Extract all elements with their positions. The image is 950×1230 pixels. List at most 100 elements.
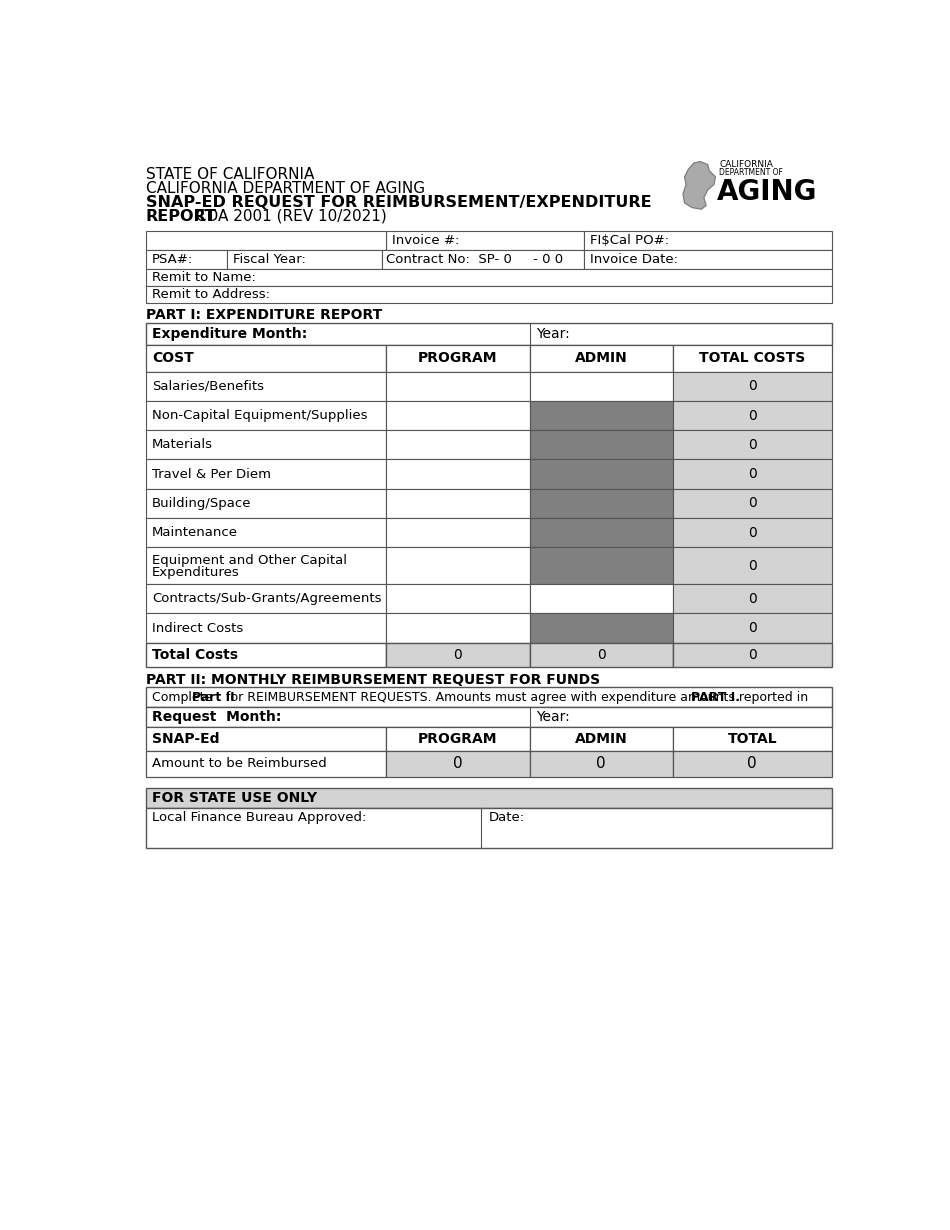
- Text: ADMIN: ADMIN: [575, 732, 628, 745]
- Bar: [146, 518, 386, 547]
- Bar: [146, 269, 832, 287]
- Bar: [146, 614, 386, 643]
- Text: PART II: MONTHLY REIMBURSEMENT REQUEST FOR FUNDS: PART II: MONTHLY REIMBURSEMENT REQUEST F…: [146, 673, 600, 686]
- Bar: [673, 371, 832, 401]
- Bar: [146, 231, 386, 250]
- Bar: [146, 460, 386, 488]
- Text: Materials: Materials: [152, 438, 213, 451]
- Text: CALIFORNIA DEPARTMENT OF AGING: CALIFORNIA DEPARTMENT OF AGING: [146, 181, 425, 196]
- Text: Fiscal Year:: Fiscal Year:: [234, 253, 306, 266]
- Bar: [386, 750, 529, 777]
- Bar: [146, 788, 832, 808]
- Text: TOTAL COSTS: TOTAL COSTS: [699, 352, 806, 365]
- Bar: [529, 430, 673, 460]
- Bar: [673, 750, 832, 777]
- Bar: [529, 643, 673, 668]
- Bar: [529, 750, 673, 777]
- Text: SNAP-ED REQUEST FOR REIMBURSEMENT/EXPENDITURE: SNAP-ED REQUEST FOR REIMBURSEMENT/EXPEND…: [146, 194, 652, 210]
- Text: Remit to Name:: Remit to Name:: [152, 272, 256, 284]
- Text: TOTAL: TOTAL: [728, 732, 777, 745]
- Bar: [673, 488, 832, 518]
- Text: CALIFORNIA: CALIFORNIA: [719, 160, 773, 169]
- Text: Year:: Year:: [536, 711, 569, 724]
- Bar: [386, 547, 529, 584]
- Text: Contracts/Sub-Grants/Agreements: Contracts/Sub-Grants/Agreements: [152, 593, 382, 605]
- Bar: [146, 371, 386, 401]
- Bar: [146, 344, 386, 371]
- Bar: [673, 547, 832, 584]
- Bar: [529, 371, 673, 401]
- Text: 0: 0: [748, 558, 757, 573]
- Text: REPORT: REPORT: [146, 209, 217, 224]
- Text: Salaries/Benefits: Salaries/Benefits: [152, 380, 264, 392]
- Bar: [673, 430, 832, 460]
- Text: Travel & Per Diem: Travel & Per Diem: [152, 467, 271, 481]
- Bar: [386, 460, 529, 488]
- Bar: [386, 518, 529, 547]
- Text: Total Costs: Total Costs: [152, 648, 238, 662]
- Text: 0: 0: [748, 756, 757, 771]
- Text: for REIMBURSEMENT REQUESTS. Amounts must agree with expenditure amounts reported: for REIMBURSEMENT REQUESTS. Amounts must…: [221, 691, 812, 704]
- Text: 0: 0: [748, 648, 757, 662]
- Bar: [386, 614, 529, 643]
- Text: COST: COST: [152, 352, 194, 365]
- Text: Remit to Address:: Remit to Address:: [152, 288, 270, 301]
- Bar: [386, 727, 529, 750]
- Text: PROGRAM: PROGRAM: [418, 732, 498, 745]
- Text: Building/Space: Building/Space: [152, 497, 252, 510]
- Text: Equipment and Other Capital: Equipment and Other Capital: [152, 554, 347, 567]
- Text: Indirect Costs: Indirect Costs: [152, 621, 243, 635]
- Bar: [386, 488, 529, 518]
- Text: Expenditure Month:: Expenditure Month:: [152, 327, 307, 341]
- Text: STATE OF CALIFORNIA: STATE OF CALIFORNIA: [146, 167, 314, 182]
- Bar: [673, 584, 832, 614]
- Text: 0: 0: [748, 497, 757, 510]
- Bar: [529, 401, 673, 430]
- Text: PSA#:: PSA#:: [152, 253, 194, 266]
- Bar: [146, 584, 386, 614]
- Bar: [146, 547, 386, 584]
- Text: PART I: EXPENDITURE REPORT: PART I: EXPENDITURE REPORT: [146, 309, 382, 322]
- Bar: [386, 584, 529, 614]
- Bar: [529, 584, 673, 614]
- Bar: [529, 727, 673, 750]
- Bar: [227, 250, 382, 269]
- Text: 0: 0: [748, 408, 757, 423]
- Text: CDA 2001 (REV 10/2021): CDA 2001 (REV 10/2021): [191, 209, 387, 224]
- Text: 0: 0: [748, 525, 757, 540]
- Bar: [146, 430, 386, 460]
- Text: Invoice Date:: Invoice Date:: [590, 253, 678, 266]
- Text: PART I.: PART I.: [691, 691, 740, 704]
- Text: 0: 0: [453, 648, 463, 662]
- Bar: [146, 750, 386, 777]
- Text: 0: 0: [597, 756, 606, 771]
- Bar: [673, 518, 832, 547]
- Bar: [386, 344, 529, 371]
- Text: 0: 0: [597, 648, 605, 662]
- Bar: [673, 614, 832, 643]
- Bar: [529, 518, 673, 547]
- Text: ADMIN: ADMIN: [575, 352, 628, 365]
- Text: 0: 0: [748, 621, 757, 635]
- Bar: [146, 401, 386, 430]
- Text: Part II: Part II: [192, 691, 235, 704]
- Text: Invoice #:: Invoice #:: [392, 234, 460, 247]
- Bar: [146, 688, 832, 707]
- Bar: [386, 430, 529, 460]
- Polygon shape: [683, 161, 715, 209]
- Text: 0: 0: [748, 379, 757, 394]
- Text: Expenditures: Expenditures: [152, 566, 239, 579]
- Bar: [146, 707, 832, 727]
- Bar: [146, 808, 832, 849]
- Bar: [382, 250, 583, 269]
- Bar: [386, 371, 529, 401]
- Bar: [583, 250, 832, 269]
- Text: PROGRAM: PROGRAM: [418, 352, 498, 365]
- Text: DEPARTMENT OF: DEPARTMENT OF: [719, 167, 783, 177]
- Text: Maintenance: Maintenance: [152, 526, 238, 539]
- Bar: [673, 643, 832, 668]
- Text: Complete: Complete: [152, 691, 217, 704]
- Text: SNAP-Ed: SNAP-Ed: [152, 732, 219, 745]
- Bar: [386, 643, 529, 668]
- Text: Request  Month:: Request Month:: [152, 711, 281, 724]
